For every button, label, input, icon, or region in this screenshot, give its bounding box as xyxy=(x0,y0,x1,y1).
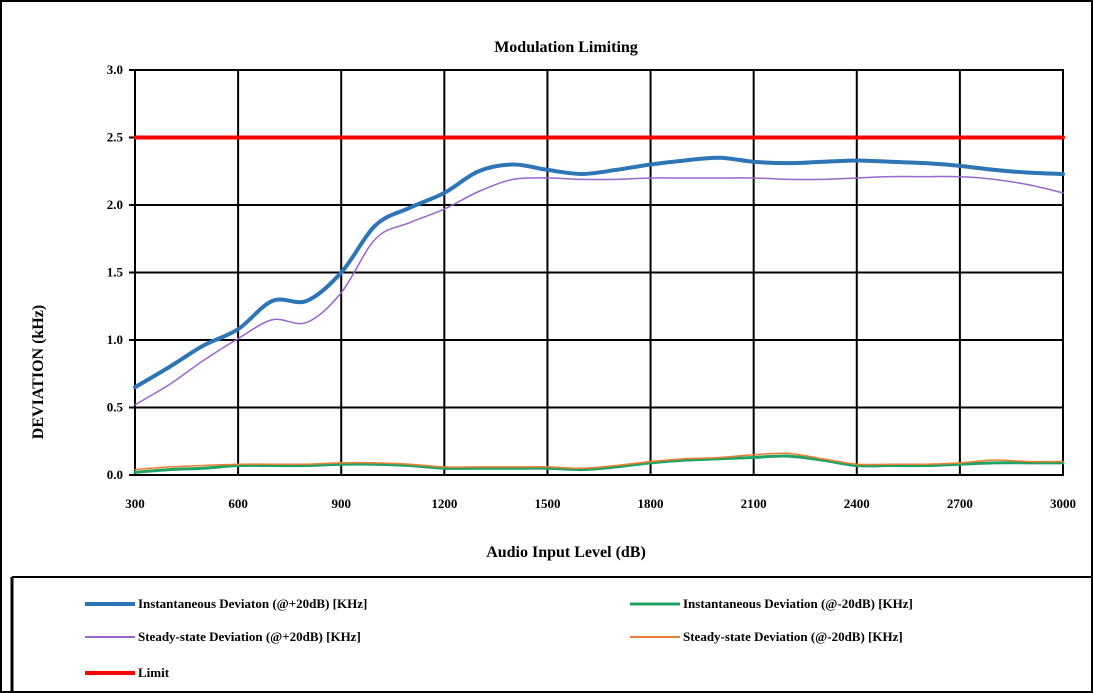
x-tick-label: 3000 xyxy=(1050,496,1076,511)
x-tick-label: 1200 xyxy=(431,496,457,511)
y-tick-label: 1.5 xyxy=(107,265,124,280)
legend-item-instantaneous-plus20: Instantaneous Deviaton (@+20dB) [KHz] xyxy=(85,596,367,611)
x-tick-label: 300 xyxy=(125,496,145,511)
x-tick-label: 2400 xyxy=(844,496,870,511)
x-tick-label: 1800 xyxy=(638,496,664,511)
legend-label: Limit xyxy=(138,665,170,680)
legend-label: Instantaneous Deviation (@-20dB) [KHz] xyxy=(683,596,913,611)
series-lines xyxy=(133,135,1065,474)
y-tick-label: 0.5 xyxy=(107,400,124,415)
legend-item-steady-plus20: Steady-state Deviation (@+20dB) [KHz] xyxy=(85,629,361,644)
legend-item-limit: Limit xyxy=(85,665,170,680)
x-tick-label: 1500 xyxy=(534,496,560,511)
chart-title: Modulation Limiting xyxy=(494,39,638,56)
legend-label: Instantaneous Deviaton (@+20dB) [KHz] xyxy=(138,596,367,611)
legend: Instantaneous Deviaton (@+20dB) [KHz] Ins… xyxy=(85,596,913,680)
y-axis-title: DEVIATION (kHz) xyxy=(30,305,47,439)
y-tick-label: 1.0 xyxy=(107,332,123,347)
legend-label: Steady-state Deviation (@+20dB) [KHz] xyxy=(138,629,361,644)
legend-label: Steady-state Deviation (@-20dB) [KHz] xyxy=(683,629,903,644)
x-tick-label: 2700 xyxy=(947,496,973,511)
x-tick-label: 2100 xyxy=(741,496,767,511)
series-steady-plus20-line xyxy=(134,175,1064,406)
y-tick-label: 0.0 xyxy=(107,467,123,482)
x-tick-label: 900 xyxy=(331,496,351,511)
y-tick-label: 2.0 xyxy=(107,197,123,212)
legend-item-instantaneous-minus20: Instantaneous Deviation (@-20dB) [KHz] xyxy=(630,596,913,611)
series-instantaneous-minus20-line xyxy=(133,454,1065,474)
x-axis-title: Audio Input Level (dB) xyxy=(486,544,646,561)
x-axis-ticks: 300 600 900 1200 1500 1800 2100 2400 2700 3000 xyxy=(125,496,1076,511)
y-tick-label: 2.5 xyxy=(107,130,124,145)
series-instantaneous-plus20-line xyxy=(133,155,1065,390)
legend-item-steady-minus20: Steady-state Deviation (@-20dB) [KHz] xyxy=(630,629,903,644)
x-tick-label: 600 xyxy=(228,496,248,511)
series-steady-minus20-line xyxy=(134,452,1064,471)
y-tick-label: 3.0 xyxy=(107,62,123,77)
